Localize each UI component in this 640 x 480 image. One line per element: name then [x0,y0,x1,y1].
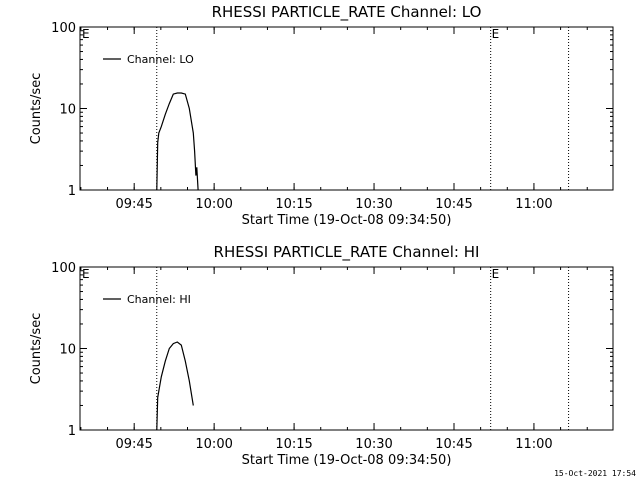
x-tick-label: 09:45 [115,197,152,212]
time-marker-label: E [492,267,500,281]
x-tick-label: 10:15 [275,197,312,212]
start-marker-label: E [82,27,90,41]
x-tick-label: 09:45 [115,437,152,452]
x-tick-label: 10:00 [195,437,232,452]
x-axis-label: Start Time (19-Oct-08 09:34:50) [242,213,452,228]
x-tick-label: 11:00 [515,437,552,452]
legend-entry: Channel: LO [127,53,194,66]
x-tick-label: 10:45 [435,437,472,452]
x-tick-label: 11:00 [515,197,552,212]
x-tick-label: 10:30 [355,437,392,452]
legend-entry: Channel: HI [127,293,191,306]
y-tick-label: 1 [68,424,76,439]
chart-panel-2: RHESSI PARTICLE_RATE Channel: HI 09:45 10:… [29,243,614,468]
chart-panel-1: RHESSI PARTICLE_RATE Channel: LO 09:45 10:… [29,3,614,228]
y-tick-label: 10 [59,343,76,358]
plot-frame [79,266,614,431]
x-tick-label: 10:00 [195,197,232,212]
chart-title: RHESSI PARTICLE_RATE Channel: LO [212,3,482,22]
x-tick-label: 10:15 [275,437,312,452]
y-axis-label: Counts/sec [29,73,44,145]
series-line [156,341,194,431]
x-tick-label: 10:30 [355,197,392,212]
y-tick-label: 100 [51,21,76,36]
x-axis-label: Start Time (19-Oct-08 09:34:50) [242,453,452,468]
x-tick-label: 10:45 [435,197,472,212]
plot-frame [79,26,614,191]
y-tick-label: 100 [51,261,76,276]
start-marker-label: E [82,267,90,281]
time-marker-label: E [492,27,500,41]
y-axis-label: Counts/sec [29,313,44,385]
timestamp-label: 15-Oct-2021 17:54 [554,469,636,478]
y-tick-label: 1 [68,184,76,199]
series-line [156,92,199,191]
y-tick-label: 10 [59,103,76,118]
chart-title: RHESSI PARTICLE_RATE Channel: HI [214,243,480,262]
